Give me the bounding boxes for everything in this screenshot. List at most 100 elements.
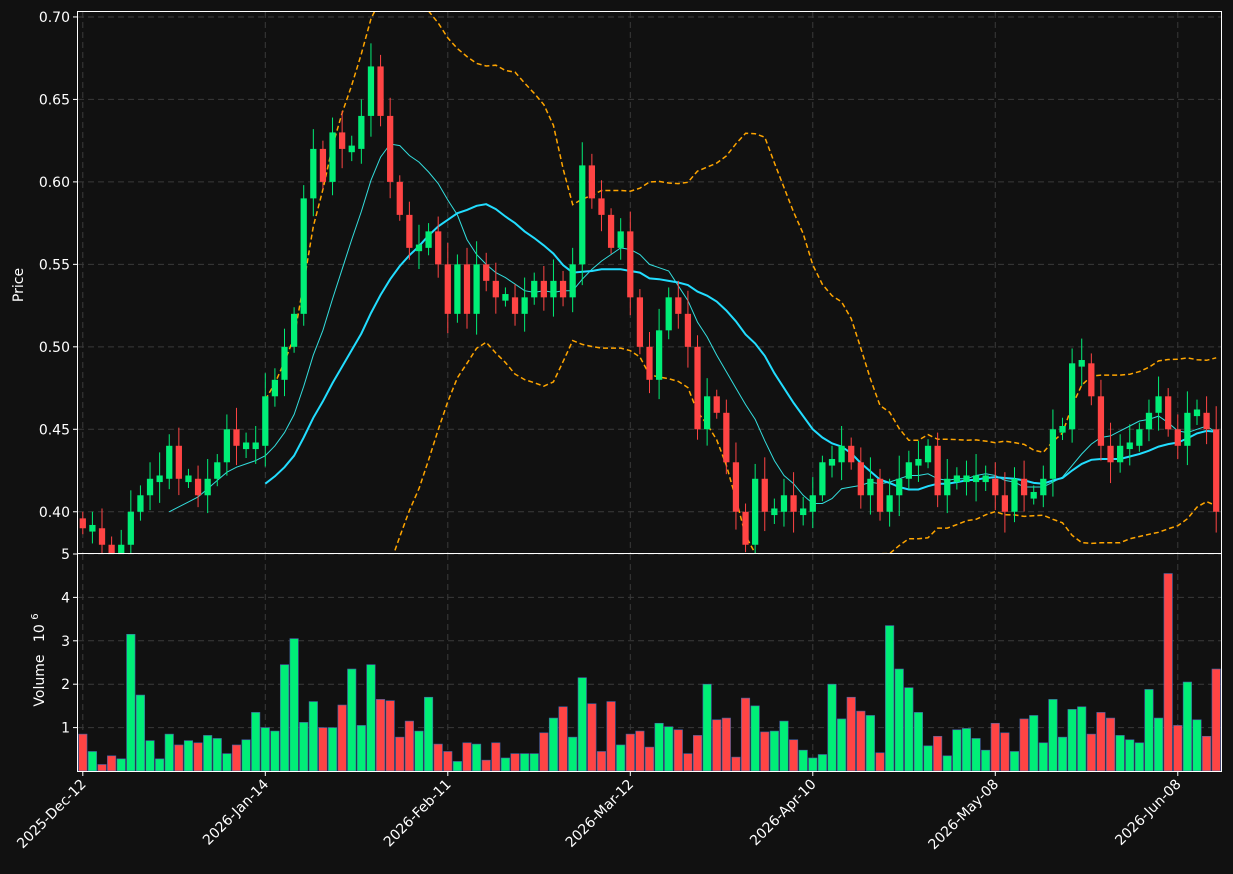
volume-bar xyxy=(78,733,88,772)
x-tick-label: 2026-Mar-12 xyxy=(563,777,637,851)
volume-bar xyxy=(683,753,693,772)
volume-bar xyxy=(1029,715,1039,772)
candle-body xyxy=(310,148,317,199)
candle-body xyxy=(406,214,413,248)
volume-tick-label: 5 xyxy=(61,547,70,563)
candle xyxy=(886,478,893,527)
candle xyxy=(742,503,749,553)
volume-bar xyxy=(337,704,347,772)
volume-bar xyxy=(558,706,568,772)
candle xyxy=(646,331,653,394)
volume-bar xyxy=(942,755,952,772)
volume-bar xyxy=(1134,742,1144,772)
candle-body xyxy=(1049,429,1057,479)
volume-bar xyxy=(289,638,299,772)
moving-average-slow xyxy=(264,203,1217,491)
candle xyxy=(809,477,816,529)
candle-body xyxy=(838,445,845,463)
candle-body xyxy=(896,478,903,496)
candle xyxy=(310,129,317,217)
candle-body xyxy=(953,475,960,483)
candle xyxy=(732,442,740,530)
candle-body xyxy=(1155,396,1162,413)
candle xyxy=(1020,460,1028,512)
candle-body xyxy=(377,66,384,116)
candle xyxy=(1097,379,1105,461)
volume-bar xyxy=(885,625,895,772)
candle xyxy=(1213,406,1220,533)
candle-body xyxy=(185,475,192,483)
volume-bar xyxy=(865,715,875,772)
candle xyxy=(521,277,528,332)
candle-body xyxy=(1020,478,1028,496)
candle-body xyxy=(675,297,682,314)
candle xyxy=(713,389,720,419)
candle xyxy=(684,290,692,368)
volume-bar xyxy=(308,701,318,772)
candle xyxy=(1030,485,1037,505)
candle-body xyxy=(655,330,663,380)
volume-bar xyxy=(404,720,414,772)
volume-bar xyxy=(193,742,203,772)
volume-bar xyxy=(1048,699,1058,772)
volume-bar xyxy=(904,687,914,772)
candle xyxy=(492,262,499,314)
candle xyxy=(387,97,394,199)
candle xyxy=(300,185,307,326)
candle xyxy=(963,460,970,496)
volume-axis-exponent-base: 10 xyxy=(32,624,48,642)
volume-bar xyxy=(769,730,779,772)
candle xyxy=(915,440,922,482)
candle-body xyxy=(531,280,538,298)
candle-body xyxy=(579,165,586,265)
volume-bar xyxy=(164,733,174,772)
candle xyxy=(1059,417,1066,441)
candle xyxy=(924,439,932,469)
candle-body xyxy=(1184,412,1191,446)
volume-bar xyxy=(625,733,635,772)
volume-bar xyxy=(990,722,1000,772)
volume-bar xyxy=(961,728,971,772)
volume-bar xyxy=(1019,718,1029,772)
candle xyxy=(377,54,384,127)
volume-axis-exponent: 6 xyxy=(30,613,41,619)
volume-bar xyxy=(174,744,184,772)
candle-body xyxy=(156,475,163,483)
candle-body xyxy=(704,396,711,430)
volume-bar xyxy=(1106,717,1116,772)
candle xyxy=(271,368,279,407)
volume-bar xyxy=(933,735,943,772)
volume-bar xyxy=(260,727,270,772)
volume-bar xyxy=(376,699,386,772)
candle-body xyxy=(79,518,86,529)
candle-body xyxy=(1213,429,1220,512)
candle xyxy=(156,452,163,503)
candle xyxy=(214,454,221,487)
candle-body xyxy=(463,264,471,314)
candle-body xyxy=(483,264,490,281)
candle xyxy=(502,287,509,307)
volume-bar xyxy=(635,730,645,772)
candle xyxy=(598,180,605,232)
candle xyxy=(406,201,413,260)
candle xyxy=(185,468,192,489)
volume-bar xyxy=(500,757,510,772)
candle-body xyxy=(742,511,749,545)
volume-bar xyxy=(1182,681,1192,772)
volume-bar xyxy=(126,633,136,772)
volume-bar xyxy=(203,735,213,772)
volume-bar xyxy=(491,742,501,772)
candle-body xyxy=(358,115,365,149)
price-tick-label: 0.65 xyxy=(39,92,70,108)
candle-body xyxy=(444,264,451,314)
volume-bar xyxy=(1057,736,1068,772)
candle xyxy=(242,432,250,458)
volume-bar xyxy=(328,727,338,772)
candle-body xyxy=(1174,429,1181,446)
price-tick-label: 0.50 xyxy=(39,340,70,356)
candle-body xyxy=(1126,442,1133,450)
volume-bar xyxy=(923,745,933,772)
volume-bar xyxy=(692,735,703,772)
candle-body xyxy=(963,475,970,483)
